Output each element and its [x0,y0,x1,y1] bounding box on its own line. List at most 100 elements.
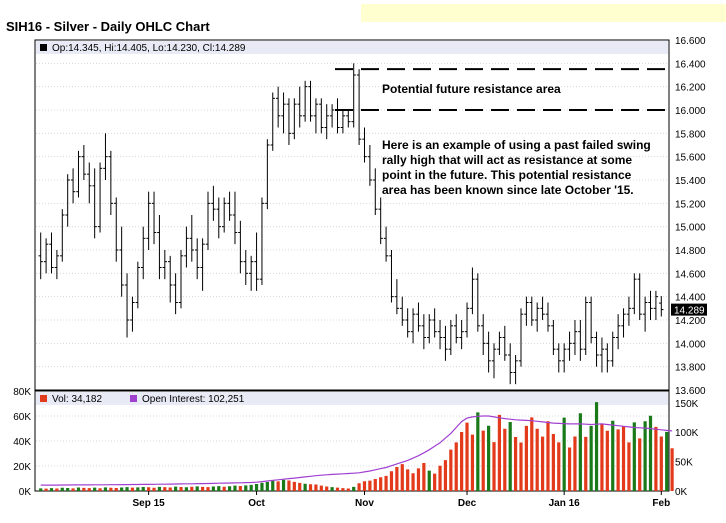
volume-bar [120,487,124,491]
price-y-tick: 13.800 [675,363,706,374]
volume-bar [287,480,291,491]
ohlc-bar [599,337,605,373]
price-y-tick: 14.400 [675,293,706,304]
x-tick-label: Nov [355,498,374,509]
volume-bar [281,479,286,491]
volume-bar [314,484,318,491]
price-y-tick: 15.400 [675,176,706,187]
oi-legend-swatch [130,395,137,402]
ohlc-bar [588,296,594,344]
volume-bar [460,432,464,491]
ohlc-bar [524,296,529,326]
price-y-tick: 16.400 [675,59,706,70]
volume-bar [513,437,518,491]
ohlc-bar [319,98,324,134]
volume-bar [66,488,70,491]
ohlc-bar [551,320,556,355]
ohlc-bar [653,290,659,320]
volume-bar [497,414,502,491]
ohlc-bar [302,80,308,122]
volume-bar [535,428,539,491]
volume-bar [147,487,151,491]
ohlc-bar [410,308,416,344]
ohlc-bar [556,343,561,373]
price-y-tick: 15.800 [675,129,706,140]
volume-bar [346,488,350,491]
volume-bar [222,486,226,491]
volume-bar [109,487,113,491]
volume-bar [373,479,377,491]
volume-bar [616,429,620,491]
ohlc-bar [286,98,292,145]
volume-bar [400,464,404,491]
volume-bar [454,442,458,491]
volume-bar [335,487,340,491]
price-y-tick: 13.600 [675,386,706,397]
ohlc-bar [529,296,534,326]
ohlc-bar [216,197,221,239]
volume-bar [206,487,210,491]
x-tick-label: Feb [652,498,670,509]
note-line-1: Here is an example of using a past faile… [382,138,651,152]
volume-bar [487,425,491,491]
ohlc-bar [362,127,367,163]
volume-bar [308,484,313,491]
volume-bar [39,488,43,491]
volume-bar [271,480,275,491]
ohlc-bar [103,133,108,180]
volume-bar [141,487,145,491]
volume-bar [125,487,129,491]
volume-bar [627,442,631,491]
ohlc-bar [141,226,146,280]
ohlc-bar [346,110,351,128]
ohlc-bar [486,331,491,373]
volume-bar [71,488,75,491]
volume-bar [93,487,97,491]
ohlc-bar [238,220,243,274]
x-tick-label: Sep 15 [133,498,166,509]
price-y-tick: 15.200 [675,199,706,210]
volume-bar [238,486,242,491]
ohlc-bar [43,238,49,274]
volume-bar [276,481,280,491]
volume-bar [303,483,307,491]
volume-bar [179,487,183,491]
top-highlight-strip [361,4,726,22]
ohlc-bar [626,296,632,326]
x-tick-label: Oct [248,498,265,509]
note-line-3: point in the future. This potential resi… [382,168,632,182]
ohlc-bar [119,226,124,297]
volume-bar [60,487,64,491]
volume-bar [589,425,593,491]
volume-bar [654,426,658,491]
price-y-tick: 14.800 [675,246,706,257]
ohlc-bar [189,215,195,262]
ohlc-bar [194,238,200,280]
volume-bar [168,487,172,491]
volume-bar [492,442,496,491]
ohlc-bar [481,314,486,355]
ohlc-bar [151,191,157,245]
volume-bar [292,481,296,491]
ohlc-bar [340,110,346,134]
ohlc-bar [632,273,637,315]
ohlc-bar [60,209,65,262]
volume-bar [217,486,221,491]
volume-bar [76,487,81,491]
ohlc-bar [38,232,43,280]
ohlc-bar [464,302,470,338]
ohlc-bar [497,331,502,355]
volume-bar [470,434,475,491]
ohlc-bar [394,279,400,315]
ohlc-bar [373,168,378,215]
volume-bar [465,422,469,491]
ohlc-bar [378,197,383,245]
volume-bar [357,483,361,491]
volume-legend-swatch [40,395,47,402]
ohlc-bar [621,308,626,338]
price-legend-bar [36,41,668,54]
volume-bar [130,487,135,491]
note-line-4: area has been known since late October '… [382,183,634,197]
volume-bar [195,486,199,491]
ohlc-bar [281,92,286,134]
